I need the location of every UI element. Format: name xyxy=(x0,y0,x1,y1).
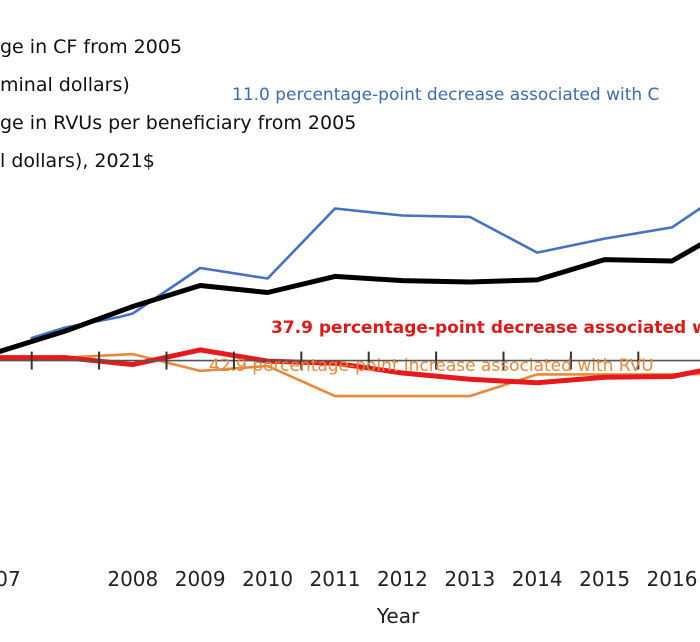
annotation-rvu-increase: 42.9 percentage-point increase associate… xyxy=(209,356,654,376)
x-axis-ticks xyxy=(30,351,640,370)
series-layer xyxy=(0,206,700,398)
x-tick-label: 2010 xyxy=(242,567,293,591)
series-line-cf_nominal xyxy=(30,206,700,340)
legend-line-2: minal dollars) xyxy=(0,74,130,96)
legend-line-1: ge in CF from 2005 xyxy=(0,36,182,58)
x-tick-label: 2015 xyxy=(579,567,630,591)
x-axis-title: Year xyxy=(376,604,420,628)
x-tick-labels: 0720082009201020112012201320142015201620… xyxy=(0,567,698,591)
x-tick-label: 2008 xyxy=(107,567,158,591)
x-tick-label: 2011 xyxy=(310,567,361,591)
annotation-rvu-real-decrease: 37.9 percentage-point decrease associate… xyxy=(271,318,700,338)
legend-line-3: ge in RVUs per beneficiary from 2005 xyxy=(0,112,356,134)
x-tick-label: 2009 xyxy=(175,567,226,591)
series-line-rvu_real xyxy=(0,347,700,386)
series-line-cf_real xyxy=(0,242,700,354)
x-tick-label: 2013 xyxy=(444,567,495,591)
legend-line-4: l dollars), 2021$ xyxy=(0,150,155,172)
annotation-cf-decrease: 11.0 percentage-point decrease associate… xyxy=(232,85,659,105)
x-tick-label: 07 xyxy=(0,567,21,591)
x-tick-label: 2014 xyxy=(512,567,563,591)
x-tick-label: 2012 xyxy=(377,567,428,591)
x-tick-label: 2016 xyxy=(647,567,698,591)
